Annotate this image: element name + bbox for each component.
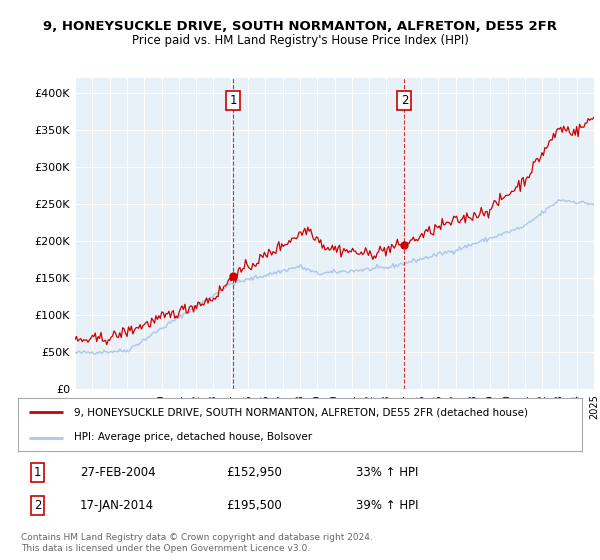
Text: 2: 2: [401, 94, 408, 107]
Text: 27-FEB-2004: 27-FEB-2004: [80, 466, 155, 479]
Text: £195,500: £195,500: [227, 500, 283, 512]
Text: 17-JAN-2014: 17-JAN-2014: [80, 500, 154, 512]
Text: HPI: Average price, detached house, Bolsover: HPI: Average price, detached house, Bols…: [74, 432, 313, 442]
Bar: [233, 78, 404, 389]
Text: 1: 1: [34, 466, 41, 479]
Text: Contains HM Land Registry data © Crown copyright and database right 2024.
This d: Contains HM Land Registry data © Crown c…: [21, 533, 373, 553]
Text: £152,950: £152,950: [227, 466, 283, 479]
Text: 33% ↑ HPI: 33% ↑ HPI: [356, 466, 419, 479]
Text: Price paid vs. HM Land Registry's House Price Index (HPI): Price paid vs. HM Land Registry's House …: [131, 34, 469, 46]
Text: 39% ↑ HPI: 39% ↑ HPI: [356, 500, 419, 512]
Text: 9, HONEYSUCKLE DRIVE, SOUTH NORMANTON, ALFRETON, DE55 2FR (detached house): 9, HONEYSUCKLE DRIVE, SOUTH NORMANTON, A…: [74, 408, 529, 418]
Text: 1: 1: [230, 94, 237, 107]
Text: 2: 2: [34, 500, 41, 512]
Text: 9, HONEYSUCKLE DRIVE, SOUTH NORMANTON, ALFRETON, DE55 2FR: 9, HONEYSUCKLE DRIVE, SOUTH NORMANTON, A…: [43, 20, 557, 32]
